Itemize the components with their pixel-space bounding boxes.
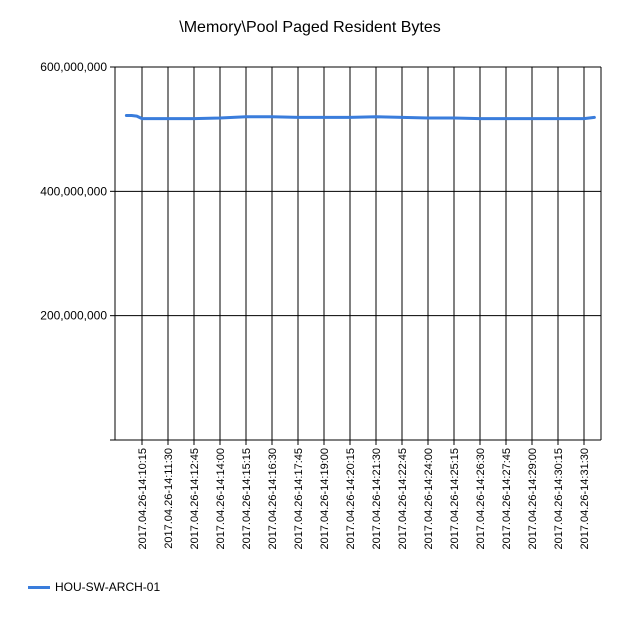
x-tick-label: 2017.04.26-14:27:45 bbox=[501, 448, 513, 550]
x-tick-label: 2017.04.26-14:21:30 bbox=[371, 448, 383, 550]
x-tick-label: 2017.04.26-14:11:30 bbox=[163, 448, 175, 549]
x-tick-label: 2017.04.26-14:20:15 bbox=[345, 448, 357, 550]
x-tick-label: 2017.04.26-14:14:00 bbox=[215, 448, 227, 550]
x-tick-label: 2017.04.26-14:12:45 bbox=[189, 448, 201, 550]
legend-swatch bbox=[28, 585, 50, 589]
x-tick-label: 2017.04.26-14:31:30 bbox=[579, 448, 591, 550]
x-tick-label: 2017.04.26-14:29:00 bbox=[527, 448, 539, 550]
x-tick-label: 2017.04.26-14:15:15 bbox=[241, 448, 253, 550]
x-tick-label: 2017.04.26-14:26:30 bbox=[475, 448, 487, 550]
series-lines bbox=[124, 114, 596, 121]
x-tick-label: 2017.04.26-14:10:15 bbox=[137, 448, 149, 550]
legend: HOU-SW-ARCH-01 bbox=[28, 580, 160, 594]
y-tick-label: 400,000,000 bbox=[40, 184, 107, 198]
x-tick-label: 2017.04.26-14:19:00 bbox=[319, 448, 331, 550]
x-tick-label: 2017.04.26-14:22:45 bbox=[397, 448, 409, 550]
x-tick-label: 2017.04.26-14:25:15 bbox=[449, 448, 461, 550]
chart-title: \Memory\Pool Paged Resident Bytes bbox=[179, 19, 441, 36]
x-tick-label: 2017.04.26-14:30:15 bbox=[553, 448, 565, 550]
y-tick-label: 200,000,000 bbox=[40, 309, 107, 323]
x-tick-labels: 2017.04.26-14:10:15 2017.04.26-14:11:30 20… bbox=[137, 448, 591, 550]
axes bbox=[110, 66, 602, 441]
y-tick-label: 600,000,000 bbox=[40, 60, 107, 74]
x-tick-label: 2017.04.26-14:16:30 bbox=[267, 448, 279, 550]
x-tick-label: 2017.04.26-14:24:00 bbox=[423, 448, 435, 550]
series-line bbox=[124, 114, 596, 121]
legend-label: HOU-SW-ARCH-01 bbox=[55, 580, 161, 594]
y-tick-labels: 200,000,000 400,000,000 600,000,000 bbox=[40, 60, 107, 323]
x-tick-label: 2017.04.26-14:17:45 bbox=[293, 448, 305, 550]
grid-lines bbox=[115, 66, 601, 445]
